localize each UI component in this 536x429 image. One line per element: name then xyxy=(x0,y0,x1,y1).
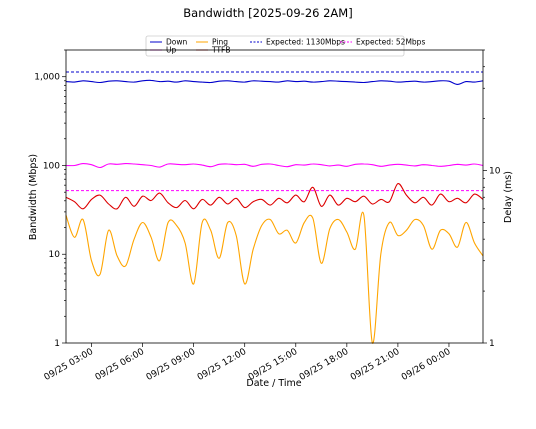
y-left-tick-label: 100 xyxy=(43,161,60,171)
x-tick-label: 09/25 09:00 xyxy=(145,347,198,383)
x-tick-label: 09/25 18:00 xyxy=(298,347,351,383)
x-tick-label: 09/25 06:00 xyxy=(94,347,147,383)
legend-label: Down xyxy=(166,38,187,47)
legend-box xyxy=(145,35,405,57)
y-axis-left-label: Bandwidth (Mbps) xyxy=(28,154,39,240)
series-line-down xyxy=(65,79,484,85)
left-axis: 1 10 100 1,000 xyxy=(34,49,66,349)
right-axis: 1 10 xyxy=(483,49,501,349)
x-axis-label: Date / Time xyxy=(246,378,301,389)
legend-label: Ping xyxy=(212,38,228,47)
x-tick-label: 09/25 12:00 xyxy=(196,347,249,383)
y-axis-right-label: Delay (ms) xyxy=(503,171,514,223)
legend-label: Expected: 1130Mbps xyxy=(266,38,345,47)
y-left-tick-label: 1,000 xyxy=(34,73,60,83)
series-line-ttfb xyxy=(65,183,484,210)
chart-title: Bandwidth [2025-09-26 2AM] xyxy=(183,6,352,20)
series-line-up xyxy=(65,163,484,169)
y-left-tick-label: 10 xyxy=(49,250,61,260)
x-tick-label: 09/25 21:00 xyxy=(349,347,402,383)
y-right-tick-label: 1 xyxy=(489,339,495,349)
y-left-tick-label: 1 xyxy=(54,339,60,349)
plot-frame xyxy=(65,49,484,344)
legend-label: Expected: 52Mbps xyxy=(356,38,425,47)
x-tick-label: 09/26 00:00 xyxy=(400,347,453,383)
y-right-tick-label: 10 xyxy=(489,167,501,177)
x-tick-label: 09/25 03:00 xyxy=(43,347,96,383)
series-layer xyxy=(65,71,484,344)
series-line-ping xyxy=(65,211,484,344)
